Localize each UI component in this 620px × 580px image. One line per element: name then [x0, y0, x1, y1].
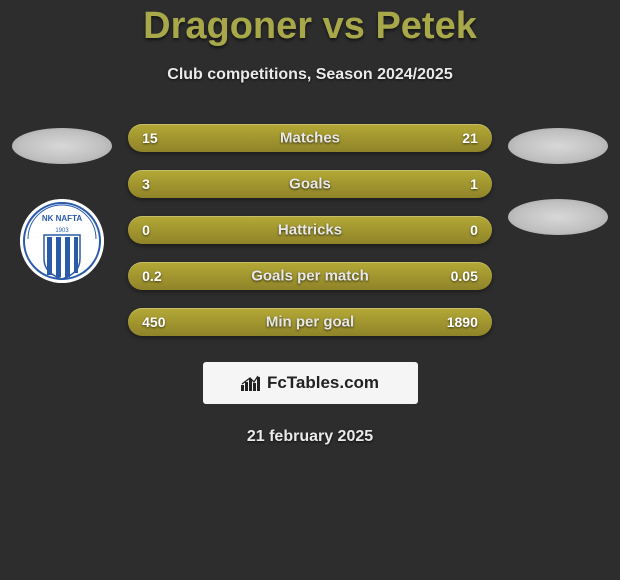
right-column [504, 124, 612, 235]
stat-right-value: 0.05 [438, 268, 478, 284]
player-avatar-left [12, 128, 112, 164]
stat-label: Matches [280, 130, 340, 147]
page-title: Dragoner vs Petek [0, 5, 620, 48]
club-crest-nafta: NK NAFTA 1903 [20, 199, 104, 283]
stat-left-value: 0 [142, 222, 182, 238]
stat-bar-matches: 15 Matches 21 [128, 124, 492, 152]
club-placeholder-right [508, 199, 608, 235]
stat-left-value: 3 [142, 176, 182, 192]
stat-right-value: 1890 [438, 314, 478, 330]
stat-label: Hattricks [278, 222, 342, 239]
stat-bar-goals: 3 Goals 1 [128, 170, 492, 198]
stat-right-value: 1 [438, 176, 478, 192]
stat-left-value: 450 [142, 314, 182, 330]
stat-label: Min per goal [266, 314, 354, 331]
player-avatar-right [508, 128, 608, 164]
stat-right-value: 0 [438, 222, 478, 238]
subtitle: Club competitions, Season 2024/2025 [0, 66, 620, 84]
stat-left-value: 0.2 [142, 268, 182, 284]
infographic-root: Dragoner vs Petek Club competitions, Sea… [0, 0, 620, 446]
svg-text:1903: 1903 [55, 228, 69, 234]
stat-bar-hattricks: 0 Hattricks 0 [128, 216, 492, 244]
content-row: NK NAFTA 1903 15 Matches 21 3 G [0, 124, 620, 336]
svg-text:NK NAFTA: NK NAFTA [42, 214, 83, 223]
crest-svg: NK NAFTA 1903 [20, 199, 104, 283]
brand-box[interactable]: FcTables.com [203, 362, 418, 404]
date-line: 21 february 2025 [0, 428, 620, 446]
left-column: NK NAFTA 1903 [8, 124, 116, 283]
stat-label: Goals per match [251, 268, 369, 285]
stat-label: Goals [289, 176, 331, 193]
stats-column: 15 Matches 21 3 Goals 1 0 Hattricks 0 0.… [128, 124, 492, 336]
brand-label: FcTables.com [267, 373, 379, 393]
stat-bar-goals-per-match: 0.2 Goals per match 0.05 [128, 262, 492, 290]
stat-right-value: 21 [438, 130, 478, 146]
stat-left-value: 15 [142, 130, 182, 146]
bar-chart-icon [241, 375, 261, 391]
stat-bar-min-per-goal: 450 Min per goal 1890 [128, 308, 492, 336]
